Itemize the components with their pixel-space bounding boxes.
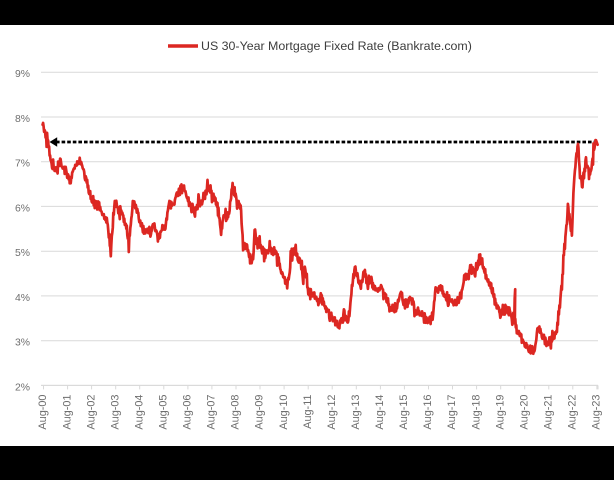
svg-text:Aug-03: Aug-03 [109,395,121,430]
svg-text:8%: 8% [15,114,30,125]
svg-text:2%: 2% [15,382,30,393]
svg-text:Aug-12: Aug-12 [326,395,338,430]
svg-text:US 30-Year Mortgage Fixed Rate: US 30-Year Mortgage Fixed Rate (Bankrate… [201,39,472,53]
svg-text:Aug-10: Aug-10 [278,395,290,430]
svg-text:Aug-02: Aug-02 [85,395,97,430]
svg-text:Aug-22: Aug-22 [567,395,579,430]
svg-text:Aug-18: Aug-18 [470,395,482,430]
svg-text:Aug-16: Aug-16 [422,395,434,430]
svg-text:9%: 9% [15,69,30,80]
svg-text:Aug-09: Aug-09 [254,395,266,430]
svg-text:6%: 6% [15,203,30,214]
svg-text:Aug-08: Aug-08 [230,395,242,430]
svg-text:Aug-04: Aug-04 [133,395,145,430]
svg-text:Aug-23: Aug-23 [591,395,603,430]
svg-text:7%: 7% [15,159,30,170]
svg-text:Aug-21: Aug-21 [543,395,555,430]
svg-text:5%: 5% [15,248,30,259]
svg-text:Aug-07: Aug-07 [206,395,218,430]
svg-text:Aug-20: Aug-20 [518,395,530,430]
svg-text:Aug-14: Aug-14 [374,395,386,430]
svg-text:Aug-15: Aug-15 [398,395,410,430]
svg-text:3%: 3% [15,338,30,349]
svg-text:Aug-06: Aug-06 [182,395,194,430]
svg-text:Aug-17: Aug-17 [446,395,458,430]
svg-text:Aug-05: Aug-05 [158,395,170,430]
svg-text:Aug-13: Aug-13 [350,395,362,430]
svg-text:Aug-00: Aug-00 [37,395,49,430]
svg-text:Aug-01: Aug-01 [61,395,73,430]
svg-text:4%: 4% [15,293,30,304]
svg-text:Aug-19: Aug-19 [494,395,506,430]
svg-text:Aug-11: Aug-11 [302,395,314,429]
